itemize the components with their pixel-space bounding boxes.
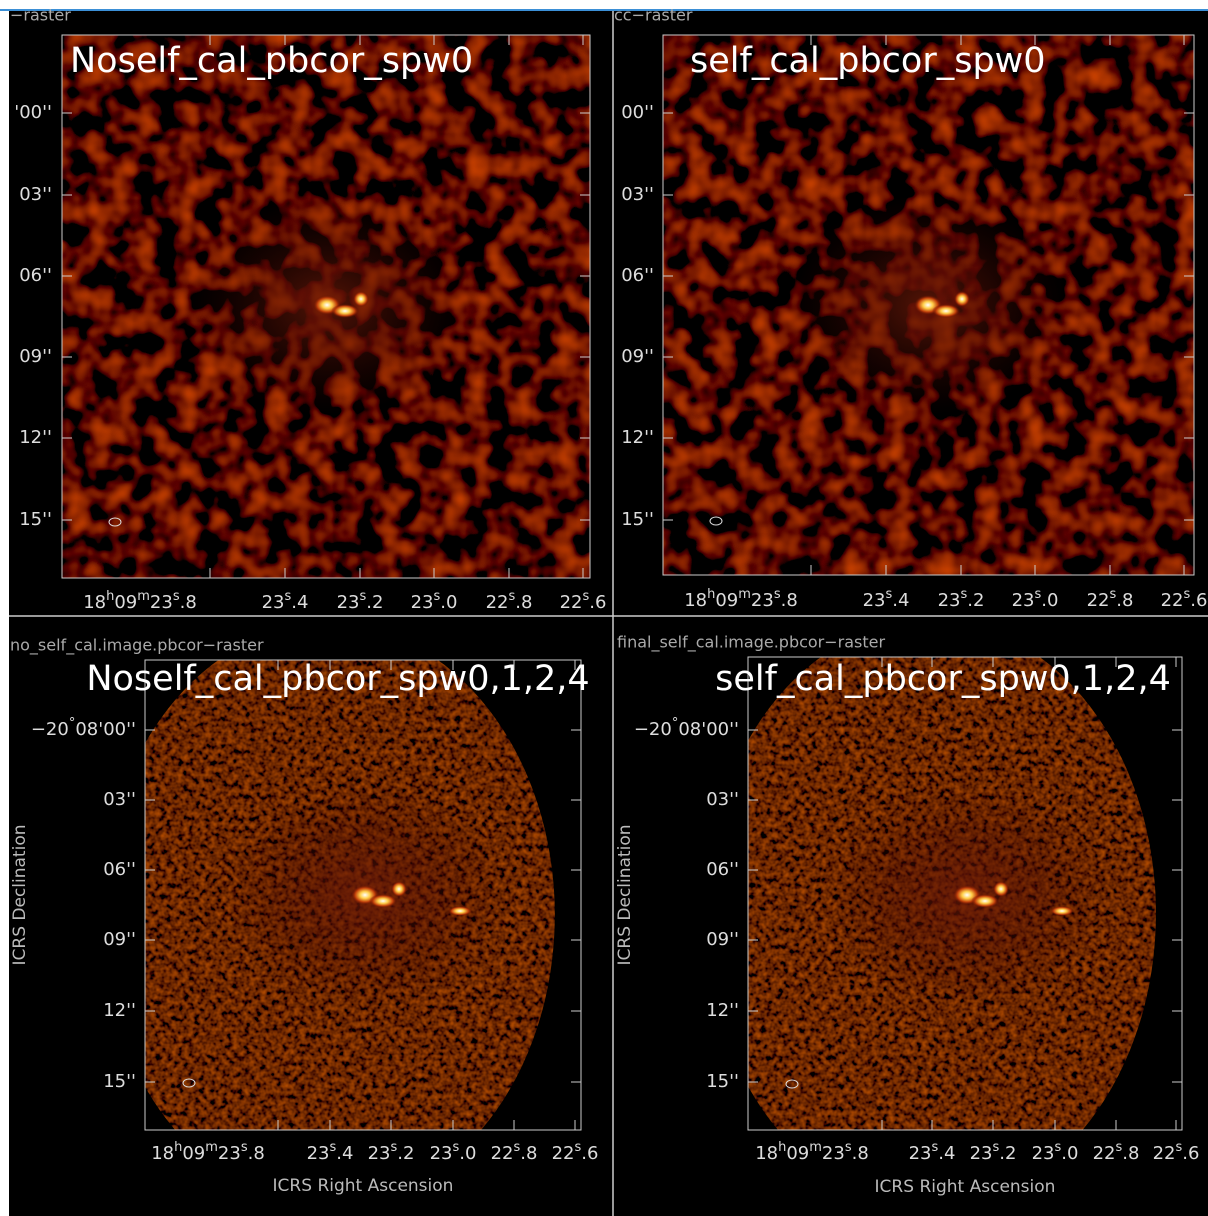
x-tick-label: 18h09m23s.8	[83, 589, 197, 614]
source	[448, 906, 472, 916]
y-axis-label: ICRS Declination	[10, 825, 30, 966]
y-tick-label: 03''	[19, 184, 52, 205]
raster-label: no_self_cal.image.pbcor−raster	[10, 636, 264, 656]
panel-title: Noself_cal_pbcor_spw0,1,2,4	[86, 659, 589, 699]
y-tick-label: 06''	[19, 265, 52, 286]
x-tick-label: 22s.8	[486, 589, 533, 614]
source	[954, 291, 970, 307]
top-bar	[0, 0, 1208, 11]
beam	[785, 1079, 799, 1089]
y-tick-label: 06''	[706, 859, 739, 880]
x-tick-label: 23s.4	[262, 589, 309, 614]
panel-title: self_cal_pbcor_spw0	[690, 41, 1046, 81]
x-tick-label: 18h09m23s.8	[755, 1140, 869, 1165]
frame	[144, 659, 582, 1131]
y-tick-label: 09''	[621, 346, 654, 367]
source	[993, 881, 1009, 897]
panel-title: self_cal_pbcor_spw0,1,2,4	[715, 659, 1171, 699]
y-tick-label: 03''	[706, 789, 739, 810]
image	[145, 660, 555, 1130]
raster-label: cc−raster	[614, 6, 693, 25]
beam	[108, 517, 122, 527]
x-tick-label: 23s.4	[909, 1140, 956, 1165]
y-tick-label: 09''	[19, 346, 52, 367]
y-tick-label: −20°08'00''	[31, 716, 136, 741]
source	[391, 881, 407, 897]
panel: −raster Noself_cal_pbcor_spw0 '00'' 03'' 06'…	[10, 6, 606, 614]
x-tick-label: 18h09m23s.8	[684, 587, 798, 612]
x-tick-label: 22s.6	[1153, 1140, 1200, 1165]
y-tick-label: 15''	[621, 509, 654, 530]
x-tick-label: 23s.0	[1032, 1140, 1079, 1165]
x-tick-label: 23s.0	[430, 1140, 477, 1165]
x-axis-label: ICRS Right Ascension	[875, 1177, 1056, 1197]
panel: final_self_cal.image.pbcor−raster self_ca…	[615, 633, 1199, 1198]
beam	[709, 516, 723, 526]
y-tick-label: 15''	[706, 1071, 739, 1092]
raster-label: −raster	[10, 6, 71, 25]
frame	[662, 34, 1195, 576]
y-tick-label: 12''	[19, 427, 52, 448]
y-tick-label: 12''	[103, 1000, 136, 1021]
y-tick-label: 15''	[103, 1071, 136, 1092]
x-tick-label: 23s.2	[970, 1140, 1017, 1165]
left-margin	[0, 11, 9, 1216]
frame	[61, 34, 591, 579]
y-tick-label: '00''	[14, 102, 52, 123]
image	[748, 657, 1156, 1130]
y-tick-label: 03''	[621, 184, 654, 205]
x-tick-label: 23s.2	[938, 587, 985, 612]
source	[971, 894, 999, 908]
x-tick-label: 22s.6	[552, 1140, 599, 1165]
x-tick-label: 23s.4	[307, 1140, 354, 1165]
x-tick-label: 22s.6	[560, 589, 607, 614]
panel: no_self_cal.image.pbcor−raster Noself_cal…	[10, 636, 598, 1197]
y-tick-label: 15''	[19, 509, 52, 530]
beam	[182, 1078, 196, 1088]
x-tick-label: 23s.0	[411, 589, 458, 614]
x-axis-label: ICRS Right Ascension	[273, 1176, 454, 1196]
panel: cc−raster self_cal_pbcor_spw0 00'' 03'' 06''…	[614, 6, 1207, 612]
x-tick-label: 22s.8	[1093, 1140, 1140, 1165]
y-tick-label: 03''	[103, 789, 136, 810]
y-tick-label: −20°08'00''	[634, 716, 739, 741]
source	[932, 304, 960, 318]
y-tick-label: 09''	[706, 929, 739, 950]
source	[353, 291, 369, 307]
y-tick-label: 06''	[103, 859, 136, 880]
y-tick-label: 12''	[706, 1000, 739, 1021]
y-tick-label: 09''	[103, 929, 136, 950]
y-axis-label: ICRS Declination	[615, 825, 635, 966]
x-tick-label: 22s.8	[491, 1140, 538, 1165]
x-tick-label: 18h09m23s.8	[151, 1140, 265, 1165]
y-tick-label: 00''	[621, 102, 654, 123]
source	[1050, 906, 1074, 916]
x-tick-label: 23s.2	[337, 589, 384, 614]
y-tick-label: 06''	[621, 265, 654, 286]
y-tick-label: 12''	[621, 427, 654, 448]
x-tick-label: 23s.2	[368, 1140, 415, 1165]
source	[331, 304, 359, 318]
x-tick-label: 23s.4	[863, 587, 910, 612]
x-tick-label: 22s.8	[1087, 587, 1134, 612]
frame	[747, 656, 1183, 1131]
panel-title: Noself_cal_pbcor_spw0	[70, 41, 473, 81]
image	[663, 35, 1194, 575]
source	[369, 894, 397, 908]
image	[62, 35, 590, 578]
x-tick-label: 23s.0	[1012, 587, 1059, 612]
raster-label: final_self_cal.image.pbcor−raster	[617, 633, 886, 653]
x-tick-label: 22s.6	[1161, 587, 1208, 612]
